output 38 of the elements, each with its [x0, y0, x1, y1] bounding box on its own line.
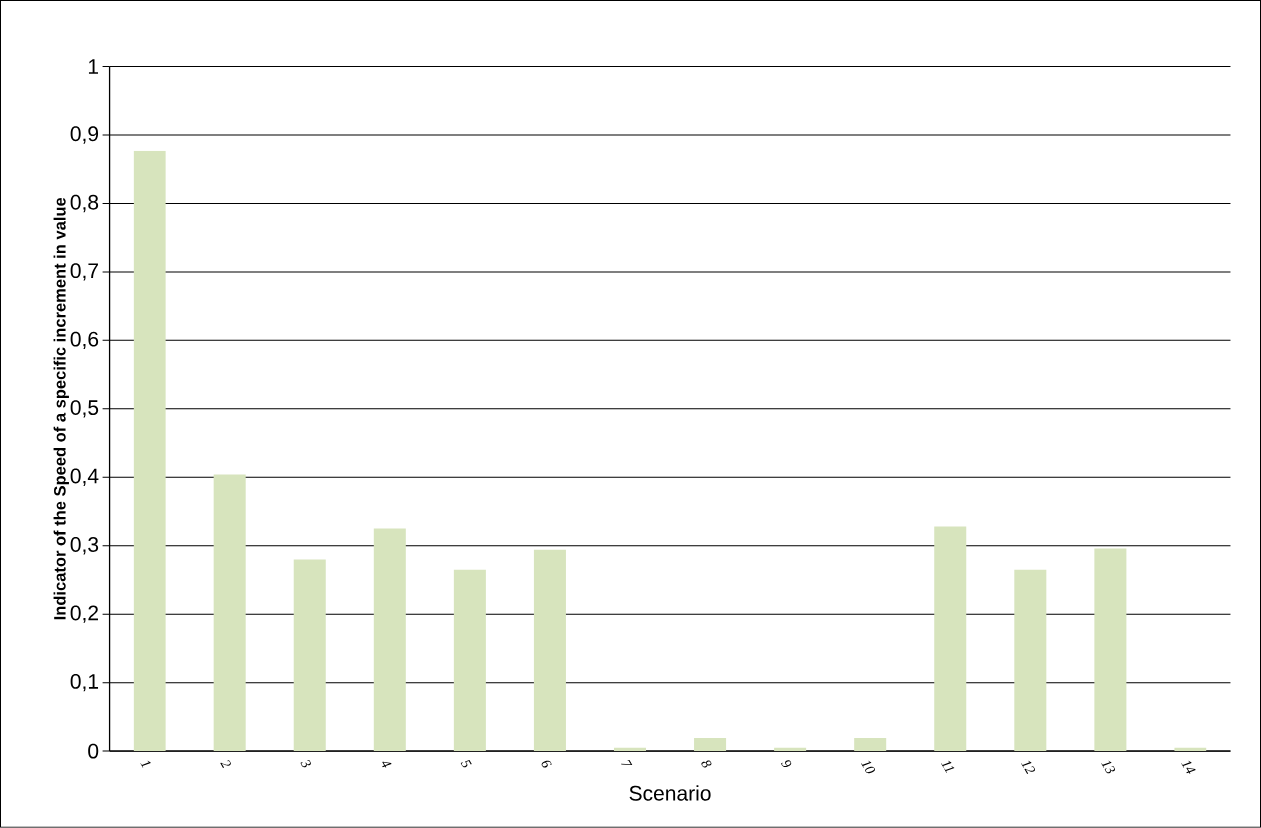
y-tick-label: 0,8: [70, 194, 99, 213]
y-tick-label: 0,3: [70, 537, 99, 555]
y-tick-label: 0,5: [70, 400, 99, 418]
x-tick-label: 4: [382, 761, 392, 768]
x-tick-label: 2: [220, 760, 231, 769]
bar: [1094, 548, 1127, 752]
y-axis-title: Indicator of the Speed of a specific increment in value: [53, 198, 69, 620]
x-tick-label: 5: [460, 760, 472, 768]
y-tick-label: 0,9: [70, 126, 99, 144]
x-tick-label: 8: [701, 760, 712, 768]
x-tick-label: 13: [1101, 760, 1115, 774]
x-tick-label: 14: [1181, 760, 1196, 774]
x-tick-label: 1: [140, 760, 151, 768]
bar: [934, 526, 967, 752]
x-axis-title: Scenario: [629, 785, 711, 801]
bar: [694, 738, 727, 752]
x-tick-label: 9: [781, 760, 792, 768]
y-tick-label: 0,7: [70, 263, 98, 281]
y-tick-label: 0,2: [70, 605, 98, 624]
x-tick-label: 10: [861, 760, 875, 774]
y-tick-label: 0: [88, 743, 99, 759]
y-tick-label: 1: [88, 59, 99, 74]
x-tick-label: 11: [941, 760, 955, 774]
bar: [854, 738, 887, 752]
bar: [533, 550, 566, 752]
bar: [213, 474, 246, 752]
bar: [133, 150, 166, 752]
y-tick-label: 0,4: [70, 468, 99, 487]
bar: [1014, 569, 1047, 752]
bar: [293, 559, 326, 752]
bar: [373, 528, 406, 752]
x-tick-label: 6: [541, 760, 552, 768]
y-tick-label: 0,1: [70, 674, 99, 692]
y-tick-label: 0,6: [70, 331, 99, 350]
x-tick-label: 7: [621, 760, 633, 766]
bar: [453, 569, 486, 752]
x-tick-label: 3: [300, 760, 311, 768]
x-tick-label: 12: [1021, 760, 1035, 775]
